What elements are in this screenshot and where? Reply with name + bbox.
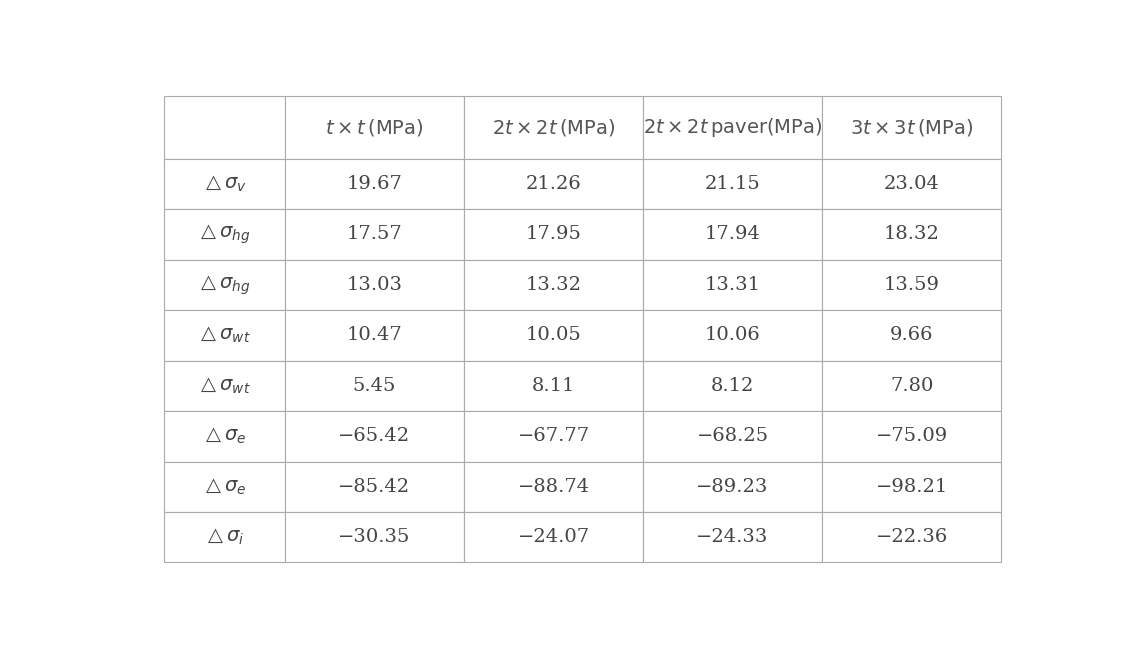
Text: 13.59: 13.59 [884,276,939,294]
Text: −89.23: −89.23 [697,478,769,496]
Bar [823,310,1002,361]
Text: 7.80: 7.80 [891,377,934,395]
Text: 17.57: 17.57 [347,226,402,243]
Bar [465,310,644,361]
Text: 21.26: 21.26 [526,175,581,193]
Bar [823,209,1002,259]
Text: 17.94: 17.94 [705,226,760,243]
Text: $\triangle\sigma_{wt}$: $\triangle\sigma_{wt}$ [197,325,252,345]
Text: $3t \times 3t\,\mathrm{(MPa)}$: $3t \times 3t\,\mathrm{(MPa)}$ [850,116,973,138]
Bar [163,209,284,259]
Text: −88.74: −88.74 [518,478,589,496]
Bar [823,411,1002,462]
Text: $\triangle\sigma_{v}$: $\triangle\sigma_{v}$ [202,174,247,194]
Text: −65.42: −65.42 [339,427,410,445]
Text: $\triangle\sigma_{e}$: $\triangle\sigma_{e}$ [202,426,247,447]
Bar [823,361,1002,411]
Text: $\triangle\sigma_{wt}$: $\triangle\sigma_{wt}$ [197,376,252,396]
Bar [284,361,465,411]
Bar [284,512,465,562]
Text: −75.09: −75.09 [876,427,948,445]
Text: $t \times t\,\mathrm{(MPa)}$: $t \times t\,\mathrm{(MPa)}$ [325,116,424,138]
Bar [823,159,1002,209]
Bar [284,462,465,512]
Text: 17.95: 17.95 [526,226,581,243]
Bar [284,259,465,310]
Bar [163,361,284,411]
Bar [644,462,823,512]
Bar [163,259,284,310]
Text: 10.05: 10.05 [526,326,581,344]
Bar [465,159,644,209]
Text: 13.32: 13.32 [526,276,581,294]
Bar [465,209,644,259]
Bar [644,411,823,462]
Text: 8.12: 8.12 [710,377,755,395]
Text: 19.67: 19.67 [347,175,402,193]
Text: $2t \times 2t\,\mathrm{paver(MPa)}$: $2t \times 2t\,\mathrm{paver(MPa)}$ [644,116,823,138]
Bar [823,462,1002,512]
Text: 13.03: 13.03 [347,276,402,294]
Bar [284,209,465,259]
Bar [465,361,644,411]
Text: 21.15: 21.15 [705,175,760,193]
Bar [644,159,823,209]
Text: 10.47: 10.47 [347,326,402,344]
Bar [465,462,644,512]
Text: $\triangle\sigma_{hg}$: $\triangle\sigma_{hg}$ [197,222,252,246]
Bar [823,512,1002,562]
Bar [284,411,465,462]
Bar [644,361,823,411]
Text: 23.04: 23.04 [884,175,939,193]
Text: $\triangle\sigma_{i}$: $\triangle\sigma_{i}$ [204,527,245,547]
Bar [284,159,465,209]
Text: −24.33: −24.33 [697,528,769,546]
Text: $\triangle\sigma_{hg}$: $\triangle\sigma_{hg}$ [197,273,252,296]
Text: 9.66: 9.66 [889,326,934,344]
Bar [284,310,465,361]
Text: 18.32: 18.32 [884,226,939,243]
Bar [644,259,823,310]
Bar [465,512,644,562]
Bar [284,96,465,159]
Bar [823,96,1002,159]
Bar [163,512,284,562]
Text: −24.07: −24.07 [518,528,589,546]
Bar [644,209,823,259]
Bar [465,411,644,462]
Text: −22.36: −22.36 [876,528,948,546]
Bar [163,462,284,512]
Bar [465,259,644,310]
Text: −98.21: −98.21 [876,478,948,496]
Text: −67.77: −67.77 [518,427,589,445]
Text: −30.35: −30.35 [339,528,410,546]
Text: −68.25: −68.25 [697,427,768,445]
Text: 5.45: 5.45 [352,377,397,395]
Text: −85.42: −85.42 [339,478,410,496]
Bar [163,96,284,159]
Bar [644,96,823,159]
Bar [644,310,823,361]
Bar [163,159,284,209]
Text: 8.11: 8.11 [531,377,576,395]
Text: $2t \times 2t\,\mathrm{(MPa)}$: $2t \times 2t\,\mathrm{(MPa)}$ [492,116,615,138]
Bar [644,512,823,562]
Bar [163,411,284,462]
Text: 13.31: 13.31 [705,276,760,294]
Bar [163,310,284,361]
Text: 10.06: 10.06 [705,326,760,344]
Bar [823,259,1002,310]
Bar [465,96,644,159]
Text: $\triangle\sigma_{e}$: $\triangle\sigma_{e}$ [202,476,247,497]
